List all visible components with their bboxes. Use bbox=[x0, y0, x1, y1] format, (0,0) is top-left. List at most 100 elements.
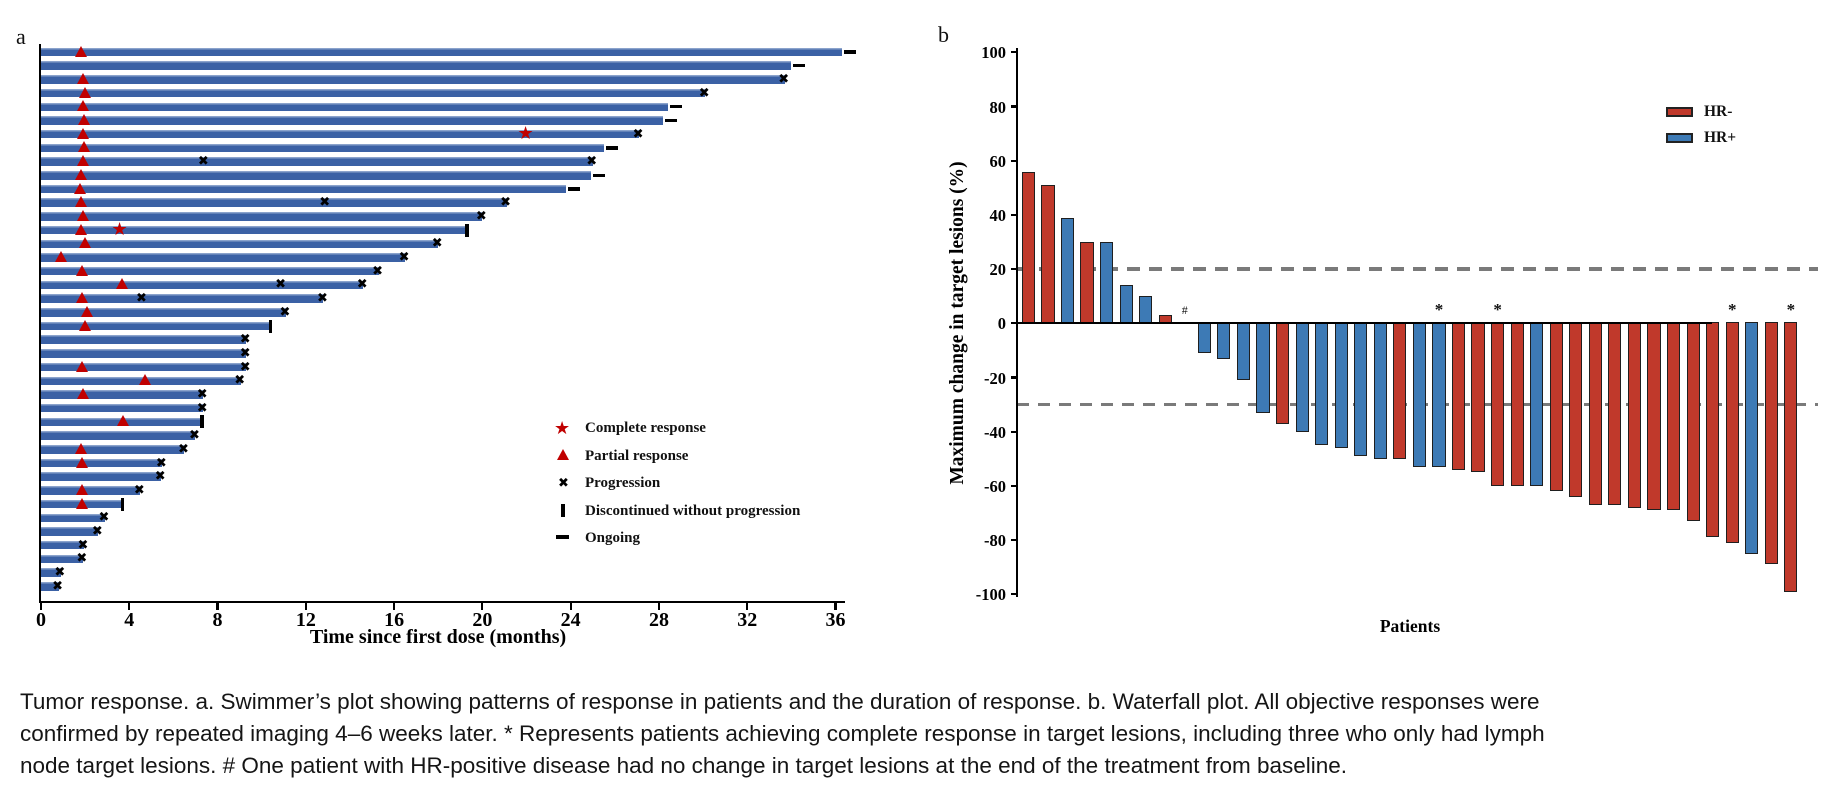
progression-icon: ✖ bbox=[239, 332, 251, 348]
waterfall-bar bbox=[1334, 322, 1348, 448]
progression-icon: ✖ bbox=[136, 291, 147, 307]
swimmer-bar bbox=[40, 554, 83, 564]
progression-icon: ✖ bbox=[98, 510, 110, 526]
swimmer-bar bbox=[40, 157, 593, 166]
partial-response-icon bbox=[138, 374, 151, 386]
swimmer-x-tick bbox=[128, 603, 131, 610]
waterfall-y-tick bbox=[1011, 213, 1017, 216]
legend-discontinued: Discontinued without progression bbox=[585, 503, 801, 519]
waterfall-bar bbox=[1412, 322, 1426, 467]
partial-response-icon bbox=[116, 415, 129, 427]
complete-response-asterisk: * bbox=[1493, 300, 1502, 319]
swimmer-x-tick bbox=[569, 603, 572, 610]
waterfall-bar bbox=[1530, 322, 1544, 486]
swimmer-bar bbox=[40, 129, 640, 139]
swimmer-bar bbox=[40, 143, 604, 153]
swimmer-bar bbox=[40, 349, 247, 358]
partial-response-icon bbox=[74, 223, 87, 235]
waterfall-bar bbox=[1393, 322, 1407, 459]
swimmer-bar bbox=[40, 171, 591, 180]
legend-hr-positive: HR+ bbox=[1704, 129, 1737, 146]
waterfall-y-tick-label: 100 bbox=[981, 43, 1006, 63]
swimmer-x-tick-label: 24 bbox=[560, 609, 581, 631]
waterfall-y-tick bbox=[1011, 593, 1017, 596]
swimmer-bar bbox=[40, 47, 843, 57]
progression-icon: ✖ bbox=[239, 359, 251, 375]
swimmer-bar bbox=[40, 445, 185, 454]
legend-progression: Progression bbox=[585, 475, 661, 491]
swimmer-x-tick-label: 36 bbox=[825, 609, 846, 631]
waterfall-y-tick bbox=[1011, 322, 1017, 325]
progression-icon: ✖ bbox=[197, 154, 209, 170]
swimmer-x-tick bbox=[39, 603, 43, 610]
waterfall-y-tick bbox=[1011, 51, 1017, 54]
legend-hr-negative: HR- bbox=[1704, 103, 1733, 120]
progression-icon: ✖ bbox=[54, 565, 66, 581]
swimmer-bar bbox=[40, 266, 379, 276]
waterfall-bar bbox=[1256, 322, 1270, 413]
complete-response-asterisk: * bbox=[1434, 300, 1444, 319]
waterfall-y-tick-label: 0 bbox=[997, 314, 1006, 334]
waterfall-bar bbox=[1315, 322, 1329, 446]
progression-icon: ✖ bbox=[188, 428, 200, 444]
waterfall-bar bbox=[1510, 322, 1524, 486]
swimmer-bar bbox=[40, 431, 196, 440]
waterfall-y-tick-label: -60 bbox=[984, 476, 1006, 496]
panel-b-label: b bbox=[938, 22, 949, 47]
caption-line: confirmed by repeated imaging 4–6 weeks … bbox=[20, 721, 1545, 746]
partial-response-icon bbox=[75, 483, 88, 495]
partial-response-icon bbox=[73, 182, 86, 194]
waterfall-plot: Maximum change in target lesions (%) # * *… bbox=[900, 0, 1835, 660]
partial-response-icon bbox=[79, 86, 92, 98]
discontinued-icon bbox=[561, 504, 565, 517]
waterfall-bar bbox=[1354, 322, 1368, 457]
progression-icon: ✖ bbox=[632, 126, 644, 142]
swimmer-bar bbox=[40, 321, 271, 331]
waterfall-bar bbox=[1451, 322, 1466, 470]
waterfall-x-axis-title: Patients bbox=[1379, 616, 1441, 636]
swimmer-x-tick-label: 12 bbox=[295, 609, 316, 631]
partial-response-icon bbox=[76, 209, 89, 221]
progression-icon: ✖ bbox=[586, 154, 598, 170]
swimmer-x-tick bbox=[304, 603, 307, 610]
progression-icon: ✖ bbox=[155, 455, 167, 471]
waterfall-bar bbox=[1627, 322, 1642, 508]
progression-icon: ✖ bbox=[356, 277, 368, 293]
progression-icon: ✖ bbox=[316, 291, 328, 307]
swimmer-bar bbox=[40, 253, 406, 262]
progression-icon: ✖ bbox=[91, 524, 103, 539]
swimmer-x-tick-label: 20 bbox=[472, 609, 493, 631]
swimmer-bar bbox=[40, 472, 162, 481]
ongoing-icon bbox=[844, 50, 857, 54]
waterfall-y-tick bbox=[1011, 539, 1017, 542]
swimmer-x-tick-label: 0 bbox=[36, 609, 46, 631]
swimmer-bar bbox=[40, 403, 204, 413]
swimmer-bar bbox=[40, 513, 105, 523]
legend-partial-response: Partial response bbox=[585, 448, 689, 464]
partial-response-icon bbox=[75, 292, 88, 304]
hr-negative-swatch bbox=[1666, 107, 1693, 117]
waterfall-y-tick-label: 20 bbox=[989, 260, 1007, 280]
waterfall-y-tick bbox=[1011, 484, 1017, 487]
discontinued-icon bbox=[120, 497, 125, 511]
waterfall-bar bbox=[1139, 296, 1153, 325]
progression-icon: ✖ bbox=[77, 537, 89, 553]
swimmer-bar bbox=[40, 335, 247, 344]
partial-response-icon bbox=[81, 305, 94, 317]
swimmer-bar bbox=[40, 390, 204, 399]
waterfall-y-tick-label: -40 bbox=[984, 422, 1006, 442]
swimmer-bar bbox=[40, 198, 507, 207]
partial-response-icon bbox=[54, 251, 67, 262]
complete-response-asterisk: * bbox=[1727, 300, 1737, 319]
waterfall-bar bbox=[1686, 322, 1700, 522]
waterfall-bar bbox=[1764, 322, 1778, 565]
ongoing-icon bbox=[669, 105, 682, 109]
swimmer-bar bbox=[40, 486, 141, 495]
waterfall-bar bbox=[1197, 322, 1211, 354]
progression-icon: ✖ bbox=[239, 345, 251, 361]
swimmer-bar bbox=[40, 116, 664, 125]
discontinued-icon bbox=[200, 415, 204, 429]
swimmer-bar bbox=[40, 88, 706, 98]
waterfall-bar bbox=[1119, 285, 1133, 325]
waterfall-bar bbox=[1432, 322, 1446, 467]
